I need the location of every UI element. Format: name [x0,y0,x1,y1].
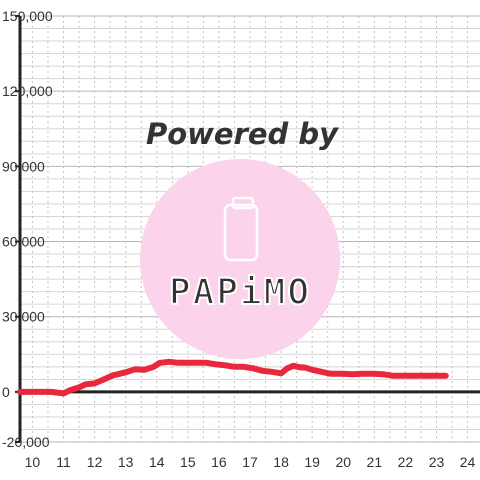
x-tick-label: 15 [180,454,196,470]
watermark-text: Powered by [146,117,339,151]
x-tick-label: 17 [242,454,258,470]
x-tick-label: 23 [429,454,445,470]
y-tick-label: -20,000 [2,434,50,450]
y-tick-label: 150,000 [2,8,53,24]
y-tick-label: 30,000 [2,309,45,325]
phone-icon [223,196,259,262]
x-tick-label: 24 [460,454,476,470]
y-tick-label: 60,000 [2,234,45,250]
x-tick-label: 22 [398,454,414,470]
x-tick-label: 10 [25,454,41,470]
x-tick-label: 13 [118,454,134,470]
y-tick-label: 120,000 [2,83,53,99]
x-tick-label: 11 [56,454,71,470]
y-tick-label: 90,000 [2,158,45,174]
series-layer [17,358,449,397]
y-tick-label: 0 [2,384,10,400]
x-tick-labels: 10 11 12 13 14 15 16 17 18 19 20 21 22 23 24 [25,454,476,470]
x-tick-label: 16 [211,454,227,470]
axes [15,15,480,443]
x-tick-label: 19 [304,454,320,470]
y-tick-labels: -20,000 0 30,000 60,000 90,000 120,000 150,000 [2,8,53,450]
series-line [17,358,449,397]
x-tick-label: 18 [273,454,289,470]
x-tick-label: 20 [335,454,351,470]
x-tick-label: 21 [367,454,383,470]
x-tick-label: 12 [87,454,103,470]
watermark: Powered by PAPiMO [140,117,340,359]
watermark-logo: PAPiMO [169,272,311,313]
x-tick-label: 14 [149,454,165,470]
